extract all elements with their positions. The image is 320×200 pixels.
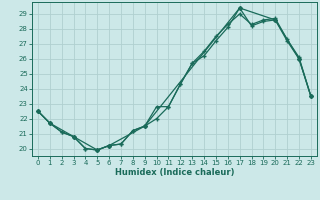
X-axis label: Humidex (Indice chaleur): Humidex (Indice chaleur) <box>115 168 234 177</box>
